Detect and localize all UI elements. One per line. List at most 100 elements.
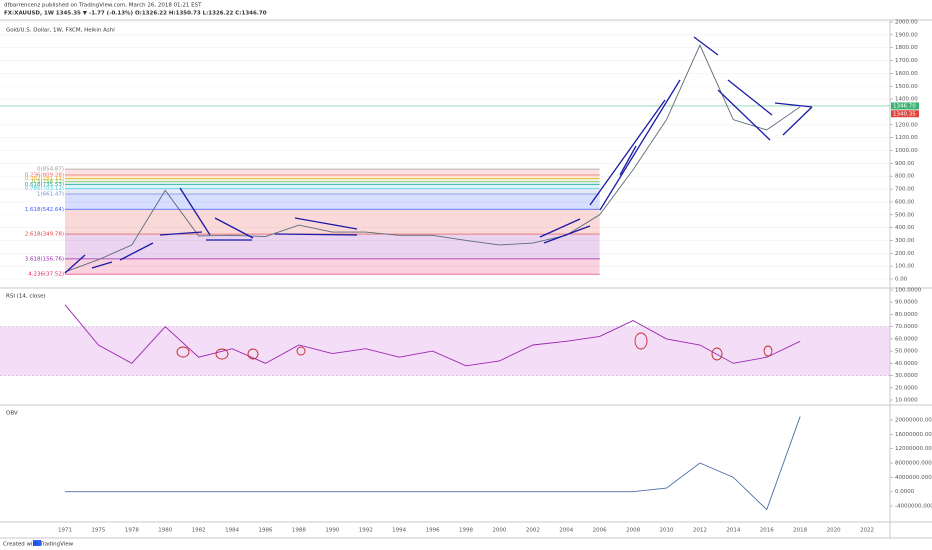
logo [33,540,41,546]
fib-band [65,258,600,275]
fib-band [65,209,600,235]
y-tick-label: 12000000.0000 [895,446,932,452]
y-tick-label: 500.00 [895,212,915,218]
fib-label: 4.236(37.52) [28,272,64,278]
y-tick-label: 600.00 [895,199,915,205]
quote: FX:XAUUSD, 1W 1345.35 ▼ -1.77 (-0.13%) O… [4,11,267,17]
x-tick-label: 2018 [793,528,807,534]
x-tick-label: 2006 [593,528,607,534]
x-tick-label: 1980 [158,528,172,534]
y-tick-label: 900.00 [895,161,915,167]
price-tag [891,110,919,118]
x-tick-label: 2020 [827,528,841,534]
fib-label: 0.5(758.32) [32,179,64,185]
y-tick-label: 1100.00 [895,135,918,141]
y-tick-label: 100.00 [895,264,915,270]
fib-band [65,169,600,176]
y-tick-label: 1500.00 [895,84,918,90]
y-tick-label: 20000000.0000 [895,418,932,424]
y-tick-label: 400.00 [895,225,915,231]
y-tick-label: 1200.00 [895,122,918,128]
fib-label: 0.382(781.11) [25,176,64,182]
y-tick-label: 1400.00 [895,97,918,103]
y-tick-label: 70.0000 [895,324,918,330]
x-tick-label: 1990 [325,528,339,534]
fib-label: 1.618(542.64) [25,207,64,213]
x-tick-label: 1971 [58,528,72,534]
fib-band [65,178,600,182]
x-tick-label: 1992 [359,528,373,534]
y-tick-label: 4000000.0000 [895,475,932,481]
fib-label: 2.618(349.78) [25,232,64,238]
y-tick-label: 1800.00 [895,45,918,51]
y-tick-label: 800.00 [895,174,915,180]
price-tag [891,102,919,110]
pane-title: RSI (14, close) [6,294,46,300]
x-tick-label: 1994 [392,528,406,534]
y-tick-label: 90.0000 [895,300,918,306]
pane-title: Gold/U.S. Dollar, 1W, FXCM, Heikin Ashi [6,28,115,34]
x-tick-label: 1982 [192,528,206,534]
series-line [65,416,801,511]
fib-band [65,194,600,210]
x-tick-label: 2022 [860,528,874,534]
fib-label: 0(854.87) [37,167,64,173]
price-tag-label: 1340.35 [893,111,916,117]
y-tick-label: 0.0000 [895,489,915,495]
fib-label: 1(661.47) [37,192,64,198]
y-tick-label: 20.0000 [895,385,918,391]
y-tick-label: 1900.00 [895,32,918,38]
fib-band [65,188,600,195]
y-tick-label: 1700.00 [895,58,918,64]
y-tick-label: 40.0000 [895,361,918,367]
fib-label: 0.786(703.12) [25,186,64,192]
y-tick-label: 700.00 [895,187,915,193]
x-tick-label: 2014 [726,528,740,534]
x-tick-label: 1978 [125,528,139,534]
y-tick-label: 0.00 [895,277,908,283]
x-tick-label: 1988 [292,528,306,534]
footer: Created with TradingView [3,542,74,548]
x-tick-label: 2008 [626,528,640,534]
y-tick-label: 30.0000 [895,373,918,379]
x-tick-label: 2012 [693,528,707,534]
y-tick-label: 1000.00 [895,148,918,154]
x-tick-label: 2010 [660,528,674,534]
y-tick-label: 8000000.0000 [895,461,932,467]
x-tick-label: 1984 [225,528,239,534]
series-line [64,304,801,367]
x-tick-label: 1998 [459,528,473,534]
fib-label: 0.618(735.53) [25,182,64,188]
x-tick-label: 2004 [559,528,573,534]
fib-band [65,175,600,179]
price-tag-label: 1346.70 [893,103,916,109]
byline: dfbarrencenz published on TradingView.co… [4,3,202,9]
y-tick-label: 100.0000 [895,288,922,294]
y-tick-label: 16000000.0000 [895,432,932,438]
x-tick-label: 2002 [526,528,540,534]
series-line [64,44,801,273]
annotations [64,36,813,361]
fib-band [65,184,600,189]
y-tick-label: 60.0000 [895,336,918,342]
x-tick-label: 2016 [760,528,774,534]
fib-band [65,181,600,185]
y-tick-label: 1600.00 [895,71,918,77]
fib-band [65,234,600,259]
fib-label: 3.618(156.76) [25,256,64,262]
y-tick-label: -4000000.0000 [895,504,932,510]
fib-label: 0.236(809.28) [25,173,64,179]
x-tick-label: 1986 [259,528,273,534]
x-tick-label: 2000 [492,528,506,534]
y-tick-label: 50.0000 [895,349,918,355]
y-tick-label: 2000.00 [895,20,918,26]
x-tick-label: 1996 [426,528,440,534]
y-tick-label: 80.0000 [895,312,918,318]
pane-title: OBV [6,411,18,417]
y-tick-label: 300.00 [895,238,915,244]
y-tick-label: 10.0000 [895,398,918,404]
rsi-band [0,326,890,376]
y-tick-label: 200.00 [895,251,915,257]
x-tick-label: 1975 [91,528,105,534]
